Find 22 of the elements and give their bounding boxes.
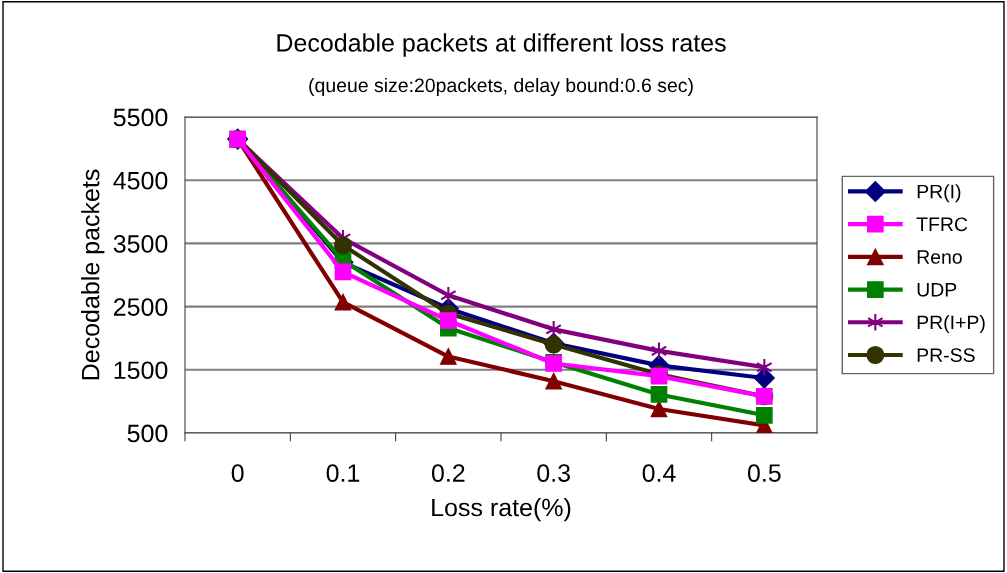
x-tick-label: 0.3 [537, 464, 570, 482]
legend-label: UDP [917, 283, 957, 297]
y-tick-label: 2500 [113, 298, 168, 316]
x-tick-label: 0.1 [326, 464, 360, 482]
x-tick-label: 0 [231, 464, 244, 482]
y-tick-label: 4500 [113, 171, 168, 190]
y-tick-label: 500 [127, 424, 168, 443]
y-axis-title: Decodable packets [81, 169, 105, 380]
legend-label: PR(I+P) [917, 315, 985, 334]
legend-label: TFRC [916, 217, 968, 232]
x-tick-label: 0.5 [747, 464, 781, 482]
y-tick-label: 5500 [113, 108, 168, 127]
chart-title: Decodable packets at different loss rates [277, 33, 726, 57]
x-tick-label: 0.4 [642, 464, 676, 482]
legend-label: PR-SS [917, 348, 975, 362]
legend-label: PR(I) [917, 184, 961, 203]
y-tick-label: 3500 [113, 235, 168, 253]
x-axis-title: Loss rate(%) [432, 497, 571, 522]
chart-subtitle: (queue size:20packets, delay bound:0.6 sec) [309, 77, 693, 97]
legend-label: Reno [917, 250, 962, 264]
y-tick-label: 1500 [114, 361, 168, 380]
x-tick-label: 0.2 [431, 464, 465, 482]
